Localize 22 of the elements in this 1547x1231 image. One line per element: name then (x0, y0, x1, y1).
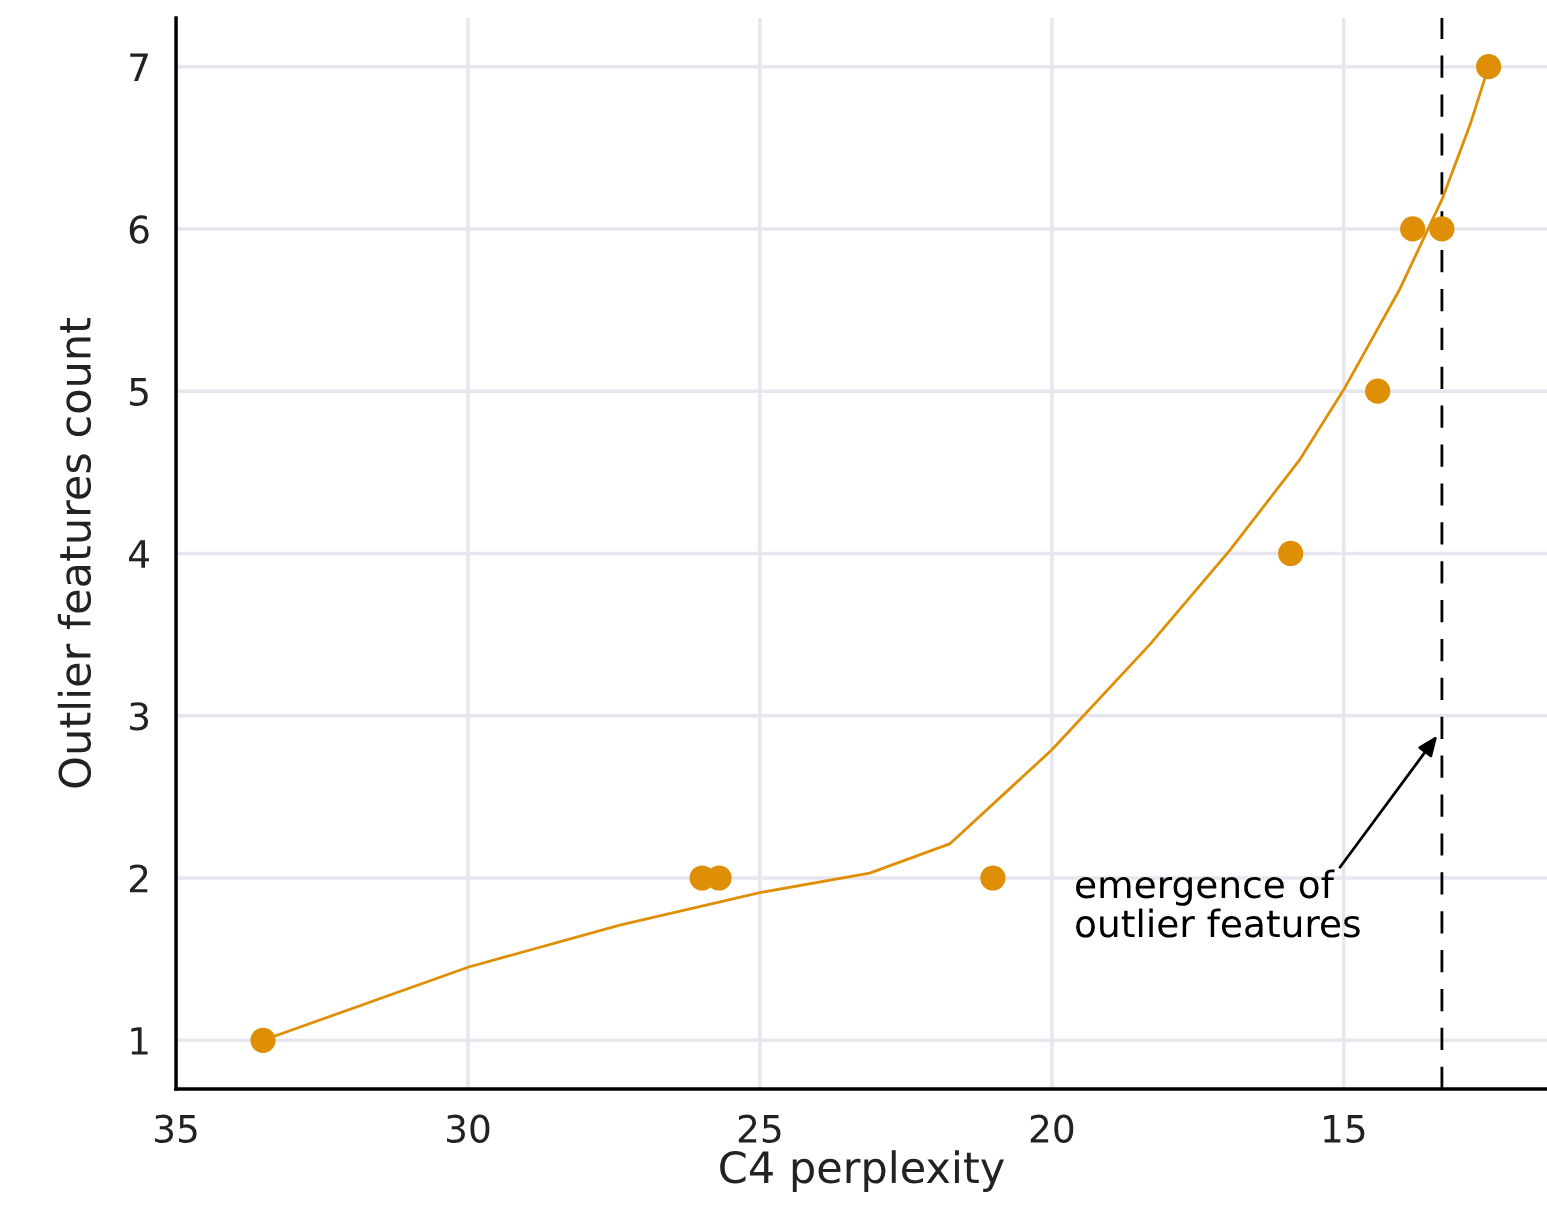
x-tick-label: 20 (1030, 1114, 1074, 1143)
x-tick-label: 25 (738, 1114, 781, 1143)
y-tick-label: 3 (130, 702, 149, 731)
point (1476, 54, 1502, 80)
y-tick-label: 7 (130, 53, 148, 81)
point (1278, 540, 1304, 567)
x-tick-label: 15 (1324, 1115, 1365, 1143)
y-tick-label: 6 (129, 215, 149, 244)
y-tick-label: 4 (129, 540, 149, 568)
x-axis-title: C4 perplexity (720, 1150, 1004, 1192)
annotation: emergence of outlier features (1076, 869, 1360, 938)
point (980, 865, 1006, 891)
y-tick-label: 5 (130, 378, 148, 406)
point (1400, 216, 1426, 242)
x-tick-label: 30 (446, 1114, 490, 1143)
x-tick-label: 35 (155, 1114, 197, 1143)
y-tick-label: 2 (129, 864, 148, 893)
y-tick-label: 1 (131, 1027, 148, 1055)
point (250, 1027, 276, 1053)
point (1429, 216, 1455, 242)
point (1365, 378, 1391, 404)
y-axis-title: Outlier features count (57, 318, 92, 788)
